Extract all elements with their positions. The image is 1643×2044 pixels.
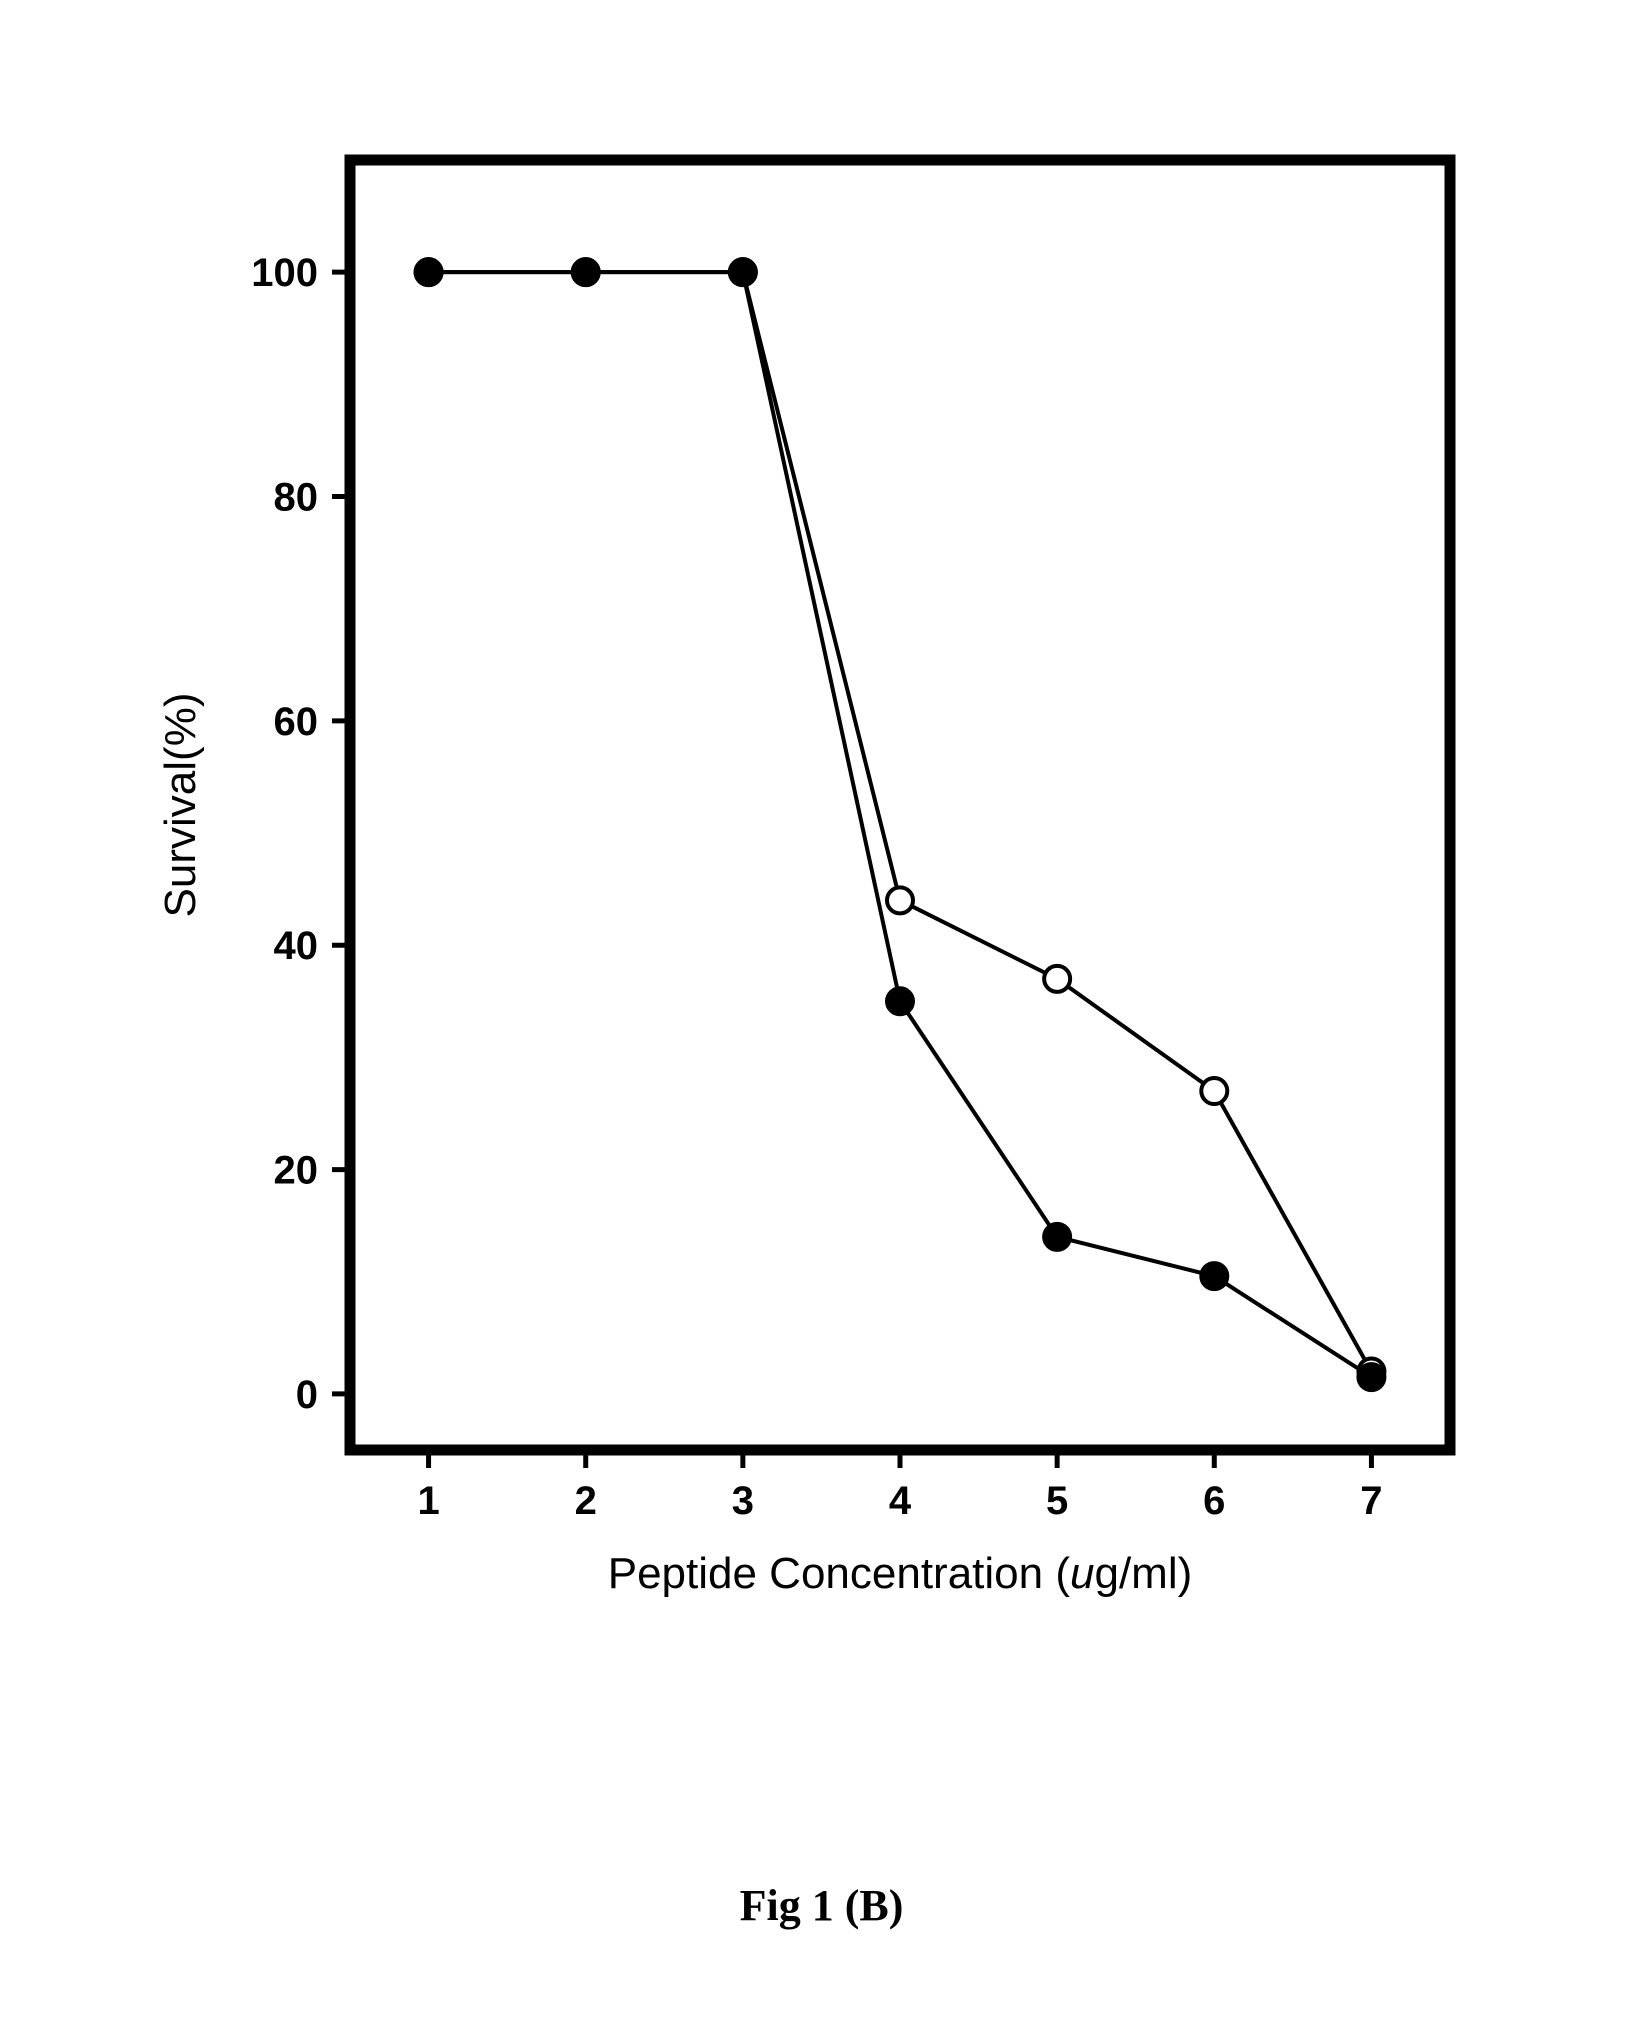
svg-text:60: 60 [274, 700, 319, 744]
svg-text:4: 4 [889, 1479, 912, 1523]
figure-caption: Fig 1 (B) [0, 1880, 1643, 1931]
svg-text:0: 0 [296, 1373, 318, 1417]
page: 0 20 40 60 80 100 1 2 3 4 5 6 7 Survival(%) Peptide Co… [0, 0, 1643, 2044]
chart-container: 0 20 40 60 80 100 1 2 3 4 5 6 7 Survival(%) Peptide Co… [120, 120, 1520, 1720]
svg-text:7: 7 [1360, 1479, 1382, 1523]
svg-text:100: 100 [251, 251, 318, 295]
svg-text:5: 5 [1046, 1479, 1068, 1523]
svg-text:3: 3 [732, 1479, 754, 1523]
svg-text:20: 20 [274, 1149, 319, 1193]
line-chart: 0 20 40 60 80 100 1 2 3 4 5 6 7 Survival(%) Peptide Co… [120, 120, 1520, 1720]
svg-text:6: 6 [1203, 1479, 1225, 1523]
svg-text:2: 2 [575, 1479, 597, 1523]
svg-text:Peptide Concentration (ug/ml): Peptide Concentration (ug/ml) [608, 1549, 1193, 1598]
svg-text:40: 40 [274, 924, 319, 968]
svg-text:Survival(%): Survival(%) [156, 693, 205, 918]
svg-text:1: 1 [417, 1479, 439, 1523]
svg-text:80: 80 [274, 476, 319, 520]
